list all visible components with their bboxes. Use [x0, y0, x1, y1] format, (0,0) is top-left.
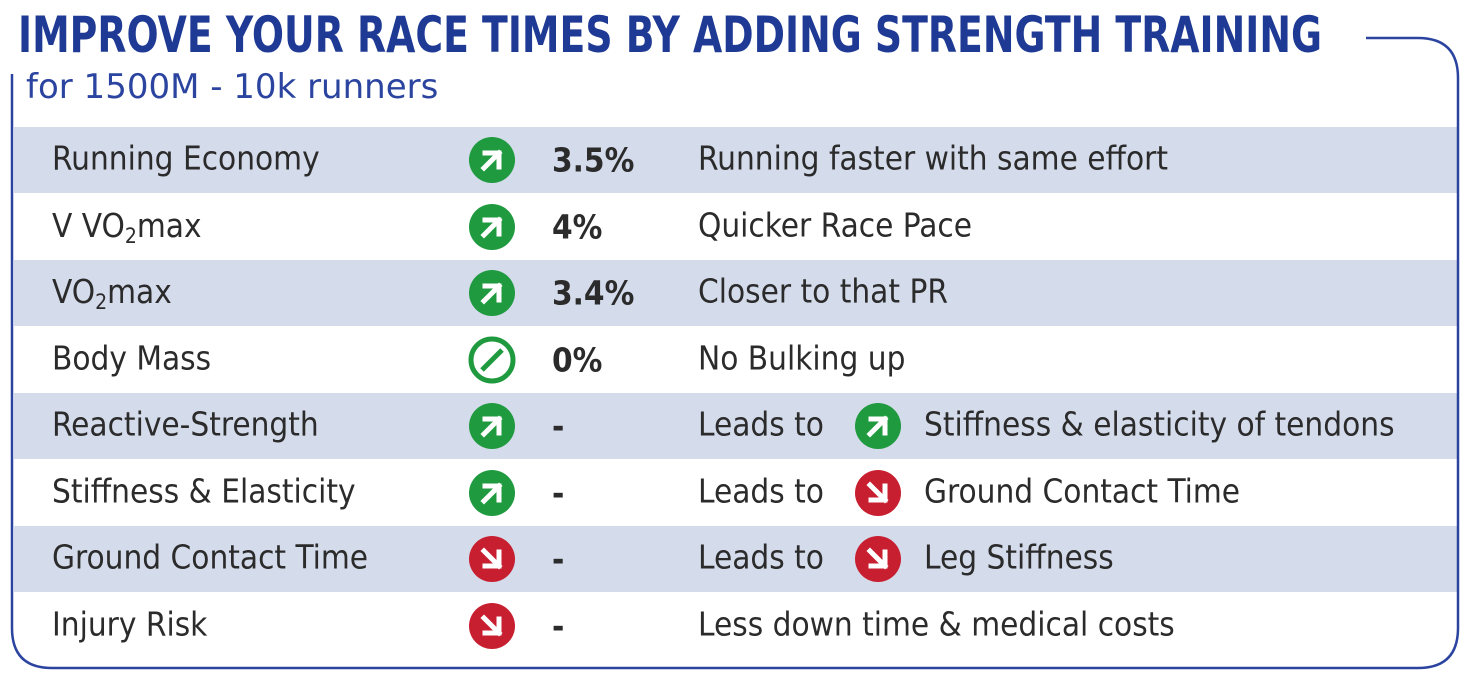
row-label: Ground Contact Time [52, 538, 368, 577]
row-description: Leads to [698, 405, 824, 444]
title: IMPROVE YOUR RACE TIMES BY ADDING STRENG… [18, 6, 1322, 64]
label-subscript: 2 [125, 224, 137, 248]
row-value: 0% [552, 341, 602, 380]
row-value: - [552, 607, 564, 646]
row-backgrounds [14, 127, 1457, 592]
row-band [14, 127, 1457, 193]
row-band [14, 526, 1457, 592]
row-description: Leg Stiffness [924, 538, 1114, 577]
row-value: - [552, 407, 564, 446]
row-value: 3.5% [552, 141, 634, 180]
up-icon [469, 403, 515, 449]
frame [10, 36, 1460, 670]
up-icon [855, 403, 901, 449]
down-icon [469, 536, 515, 582]
label-part: V VO [52, 206, 125, 245]
down-icon [469, 603, 515, 649]
row-label: V VO2max [52, 206, 202, 249]
row-value: - [552, 540, 564, 579]
subtitle: for 1500M - 10k runners [26, 67, 438, 107]
up-icon [469, 470, 515, 516]
rows: Running Economy 3.5% Running faster with… [52, 137, 1395, 649]
row-description: Running faster with same effort [698, 139, 1168, 178]
row-description: Quicker Race Pace [698, 206, 972, 245]
row-description: Ground Contact Time [924, 472, 1240, 511]
down-icon [855, 470, 901, 516]
up-icon [469, 270, 515, 316]
row-description: Stiffness & elasticity of tendons [924, 405, 1395, 444]
label-part: VO [52, 272, 95, 311]
row-band [14, 393, 1457, 459]
row-value: 3.4% [552, 274, 634, 313]
row-description: No Bulking up [698, 339, 905, 378]
down-icon [855, 536, 901, 582]
row-label: VO2max [52, 272, 172, 315]
row-label: Reactive-Strength [52, 405, 319, 444]
row-label: Injury Risk [52, 605, 208, 644]
up-icon [469, 204, 515, 250]
up-icon [469, 137, 515, 183]
row-value: - [552, 474, 564, 513]
row-label: Running Economy [52, 139, 320, 178]
label-subscript: 2 [95, 290, 107, 314]
neutral-icon [471, 339, 513, 381]
row-value: 4% [552, 208, 602, 247]
row-label: Body Mass [52, 339, 211, 378]
row-description: Leads to [698, 472, 824, 511]
row-description: Leads to [698, 538, 824, 577]
label-part: max [137, 206, 202, 245]
row-description: Less down time & medical costs [698, 605, 1175, 644]
row-band [14, 260, 1457, 326]
row-label: Stiffness & Elasticity [52, 472, 356, 511]
label-part: max [107, 272, 172, 311]
row-description: Closer to that PR [698, 272, 948, 311]
